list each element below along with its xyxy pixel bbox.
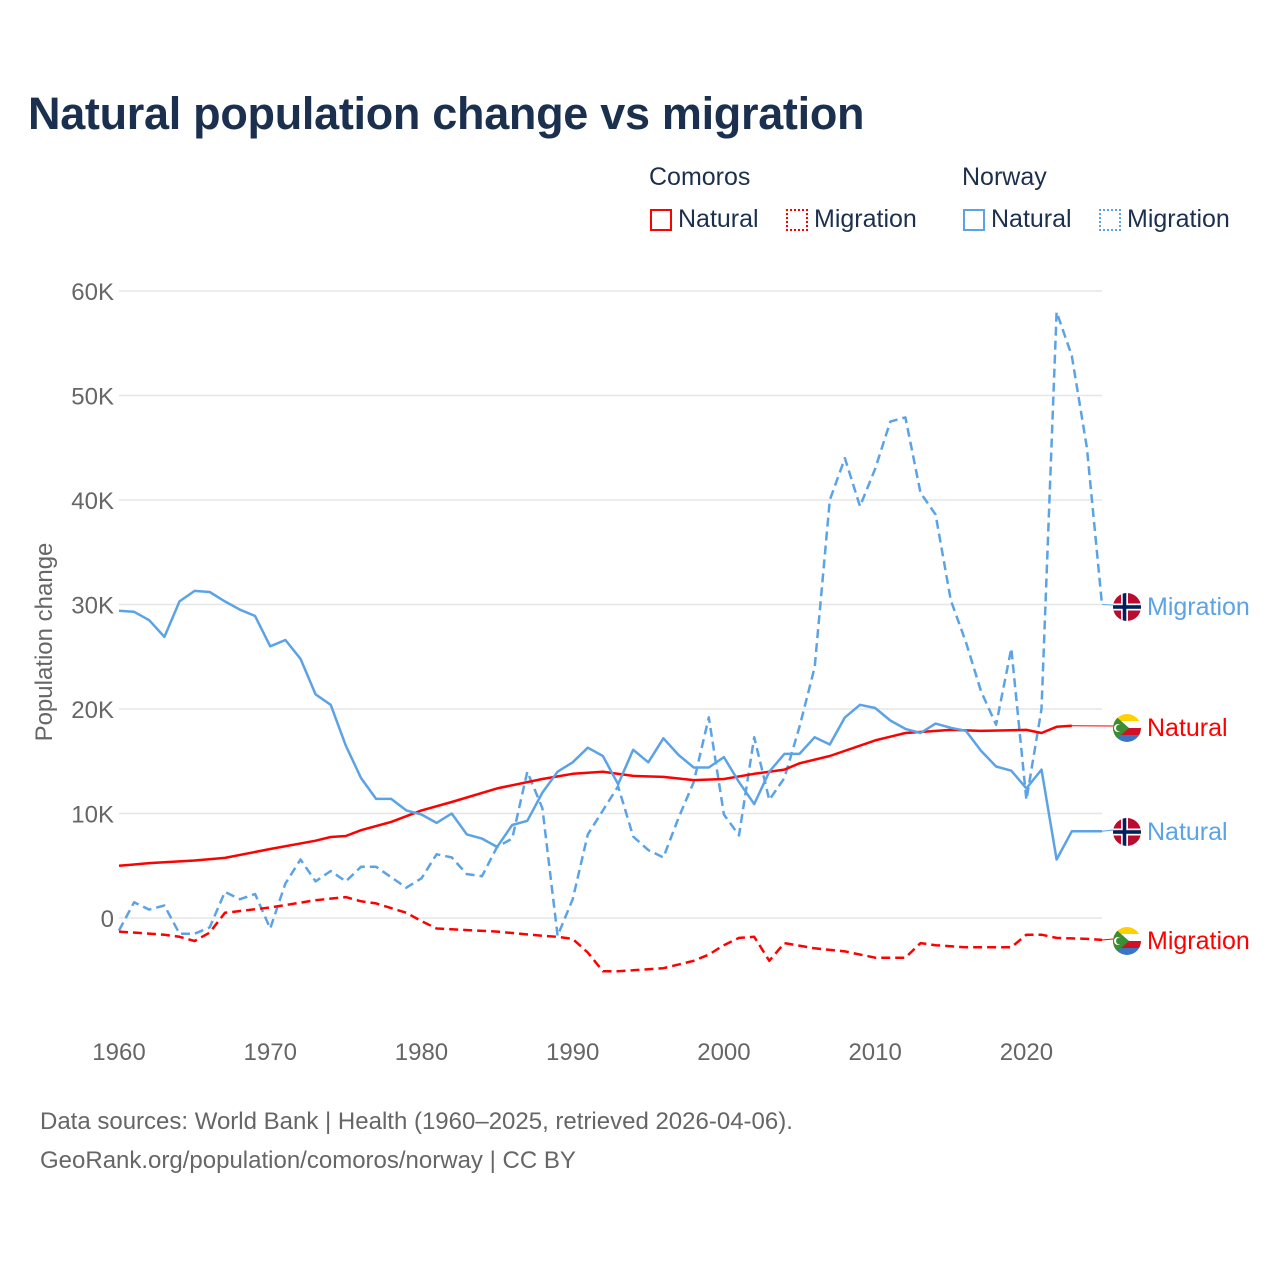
legend-swatch-solid-red — [650, 208, 672, 231]
comoros-flag-icon — [1113, 927, 1141, 955]
y-axis-label: Population change — [31, 543, 58, 742]
comoros-flag-icon — [1113, 714, 1141, 742]
legend-label: Natural — [678, 205, 759, 233]
leader-line — [1101, 829, 1114, 832]
x-tick-label: 1960 — [92, 1039, 145, 1066]
y-tick-label: 20K — [71, 697, 114, 724]
y-tick-label: 10K — [71, 802, 114, 829]
chart-title: Natural population change vs migration — [28, 88, 865, 139]
series-line-norway-migration — [117, 310, 1104, 938]
y-tick-label: 0 — [101, 906, 114, 933]
legend-group-norway: Norway — [962, 163, 1047, 191]
source-note: Data sources: World Bank | Health (1960–… — [40, 1108, 793, 1135]
y-tick-label: 30K — [71, 593, 114, 620]
legend-comoros-natural[interactable]: Natural — [650, 205, 759, 234]
legend-comoros-migration[interactable]: Migration — [786, 205, 917, 234]
end-label: Migration — [1147, 593, 1250, 621]
legend-group-comoros: Comoros — [649, 163, 751, 191]
leader-line — [1101, 604, 1114, 606]
norway-flag-icon — [1113, 593, 1141, 621]
x-tick-label: 1990 — [546, 1039, 599, 1066]
x-tick-label: 1980 — [395, 1039, 448, 1066]
x-tick-label: 1970 — [244, 1039, 297, 1066]
end-labels: Migration Natural Natural Migration — [1071, 593, 1250, 955]
series-line-comoros-natural — [118, 724, 1072, 868]
axis-ticks: 0 10K 20K 30K 40K 50K 60K 1960 1970 1980 1990 2000 2… — [71, 279, 1053, 1066]
end-label: Natural — [1147, 714, 1228, 742]
legend-swatch-dotted-red — [786, 208, 808, 231]
end-label: Natural — [1147, 818, 1228, 846]
legend-label: Migration — [814, 205, 917, 233]
norway-flag-icon — [1113, 818, 1141, 846]
legend-norway-natural[interactable]: Natural — [963, 205, 1072, 234]
series-line-comoros-migration — [118, 895, 1103, 973]
y-tick-label: 50K — [71, 384, 114, 411]
series-lines — [117, 310, 1104, 973]
grid — [119, 290, 1102, 919]
x-tick-label: 2020 — [1000, 1039, 1053, 1066]
legend-swatch-solid-blue — [963, 208, 985, 231]
x-tick-label: 2000 — [697, 1039, 750, 1066]
source-link[interactable]: GeoRank.org/population/comoros/norway | … — [40, 1147, 576, 1174]
line-chart: 0 10K 20K 30K 40K 50K 60K 1960 1970 1980 1990 2000 2… — [31, 279, 1250, 1066]
y-tick-label: 60K — [71, 279, 114, 306]
y-tick-label: 40K — [71, 488, 114, 515]
x-tick-label: 2010 — [848, 1039, 901, 1066]
leader-line — [1101, 938, 1114, 941]
legend-label: Natural — [991, 205, 1072, 233]
series-line-norway-natural — [118, 589, 1102, 861]
end-label: Migration — [1147, 927, 1250, 955]
legend-swatch-dotted-blue — [1099, 208, 1121, 231]
legend-norway-migration[interactable]: Migration — [1099, 205, 1230, 234]
legend-label: Migration — [1127, 205, 1230, 233]
